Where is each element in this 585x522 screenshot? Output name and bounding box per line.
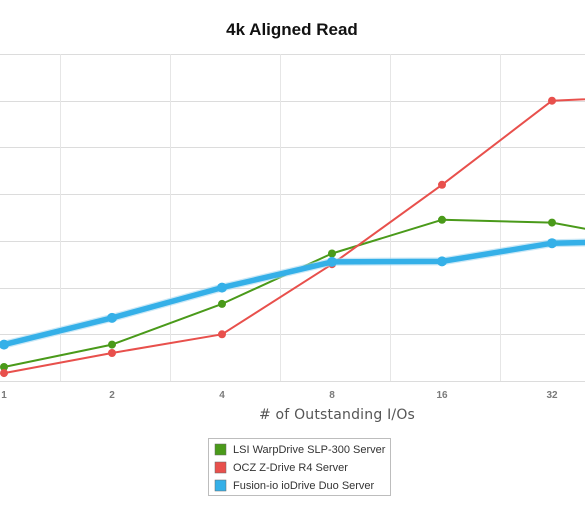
data-point <box>0 369 8 378</box>
data-point <box>327 256 337 267</box>
data-point <box>547 238 557 249</box>
data-point <box>548 218 556 227</box>
series-1 <box>0 215 585 371</box>
x-tick-label: 1 <box>1 390 7 401</box>
x-tick-label: 4 <box>219 390 225 401</box>
legend-swatch <box>214 443 227 456</box>
data-point <box>438 215 446 224</box>
data-point <box>218 299 226 308</box>
data-point <box>437 256 447 267</box>
grid <box>0 54 585 382</box>
x-axis-label: # of Outstanding I/Os <box>259 407 415 423</box>
series-layer <box>0 96 585 378</box>
data-point <box>0 363 8 371</box>
x-axis-ticks: 1 2 4 8 16 32 <box>1 390 558 401</box>
legend: LSI WarpDrive SLP-300 Server OCZ Z-Drive … <box>208 438 391 496</box>
x-tick-label: 2 <box>109 390 115 401</box>
data-point <box>438 180 446 189</box>
data-point <box>217 282 227 293</box>
data-point <box>218 330 226 339</box>
legend-label: LSI WarpDrive SLP-300 Server <box>233 444 386 456</box>
legend-label: OCZ Z-Drive R4 Server <box>233 462 348 474</box>
data-point <box>548 96 556 105</box>
legend-label: Fusion-io ioDrive Duo Server <box>233 480 375 492</box>
data-point <box>108 349 116 357</box>
data-point <box>108 340 116 349</box>
data-point <box>107 312 117 323</box>
data-point <box>328 249 336 258</box>
legend-swatch <box>214 461 227 474</box>
chart-title: 4k Aligned Read <box>226 20 358 39</box>
x-tick-label: 32 <box>546 390 558 401</box>
x-tick-label: 8 <box>329 390 335 401</box>
x-tick-label: 16 <box>436 390 448 401</box>
legend-swatch <box>214 479 227 492</box>
data-point <box>0 339 9 350</box>
series-3 <box>0 238 585 350</box>
legend-box <box>208 438 391 496</box>
